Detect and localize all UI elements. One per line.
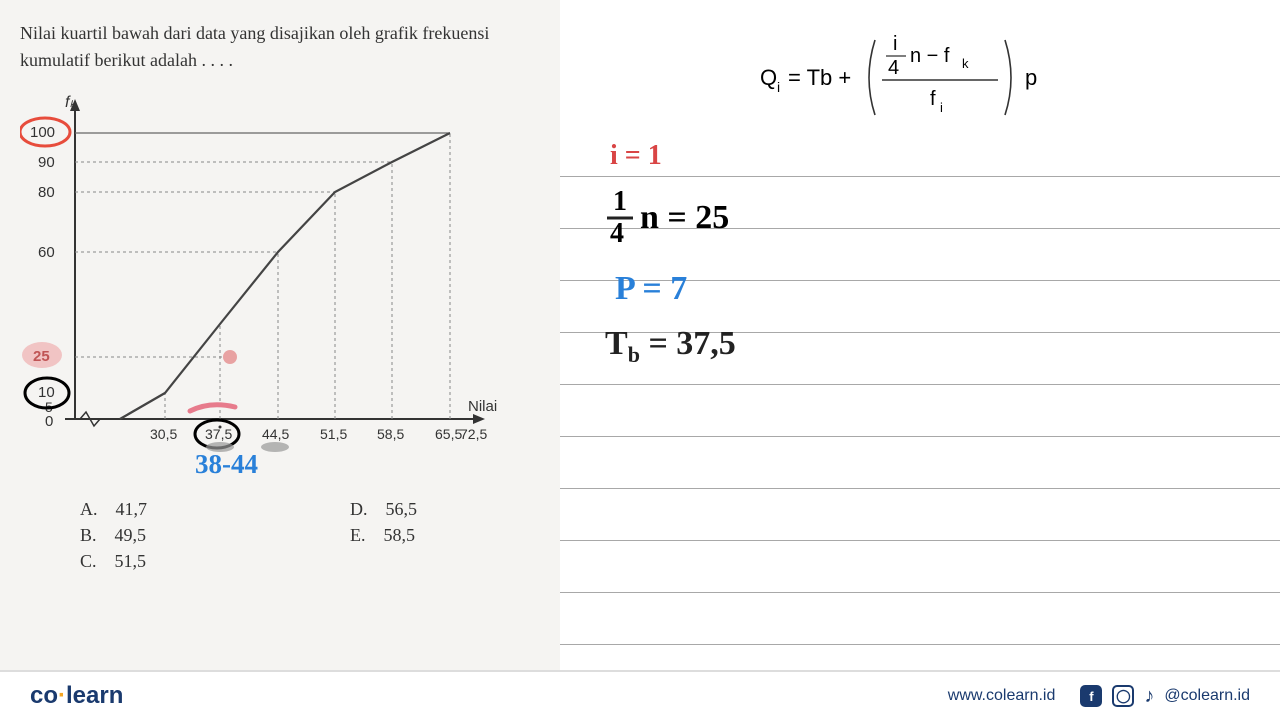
svg-text:= Tb +: = Tb + [788, 65, 851, 90]
question-text: Nilai kuartil bawah dari data yang disaj… [20, 20, 540, 74]
option-b: B.49,5 [80, 525, 270, 546]
instagram-icon[interactable]: ◯ [1112, 685, 1134, 707]
question-panel: Nilai kuartil bawah dari data yang disaj… [0, 0, 560, 670]
quartile-formula: Qi = Tb + i 4 n − fk fi p [600, 30, 1240, 131]
svg-text:0: 0 [45, 413, 53, 430]
svg-text:37,5: 37,5 [205, 426, 232, 442]
svg-text:i: i [893, 33, 897, 55]
svg-text:n − f: n − f [910, 45, 950, 67]
hw-i-1: i = 1 [610, 140, 662, 172]
svg-text:100: 100 [30, 124, 55, 141]
solution-panel: Qi = Tb + i 4 n − fk fi p [560, 0, 1280, 670]
svg-text:25: 25 [33, 348, 50, 365]
pink-arc [190, 405, 235, 411]
svg-text:p: p [1025, 65, 1037, 90]
ogive-line [120, 133, 450, 419]
svg-text:65,5: 65,5 [435, 426, 462, 442]
hw-p-7: P = 7 [615, 270, 687, 308]
svg-text:4: 4 [888, 57, 899, 79]
svg-text:80: 80 [38, 184, 55, 201]
svg-text:Q: Q [760, 65, 777, 90]
svg-text:4: 4 [610, 218, 624, 248]
svg-text:60: 60 [38, 244, 55, 261]
facebook-icon[interactable]: f [1080, 685, 1102, 707]
svg-text:58,5: 58,5 [377, 426, 404, 442]
svg-text:i: i [940, 100, 943, 115]
svg-text:44,5: 44,5 [262, 426, 289, 442]
svg-text:f: f [930, 88, 936, 110]
social-handle: @colearn.id [1164, 687, 1250, 705]
svg-text:30,5: 30,5 [150, 426, 177, 442]
svg-text:90: 90 [38, 154, 55, 171]
footer: co·learn www.colearn.id f ◯ ♪ @colearn.i… [0, 670, 1280, 720]
pink-dot [223, 350, 237, 364]
footer-right: www.colearn.id f ◯ ♪ @colearn.id [948, 685, 1250, 708]
svg-text:i: i [777, 79, 780, 95]
hw-tb: Tb = 37,5 [605, 325, 736, 368]
svg-text:1: 1 [613, 188, 627, 217]
ogive-chart: fₖ 100 90 80 60 25 10 5 0 [20, 89, 500, 469]
website-link[interactable]: www.colearn.id [948, 687, 1056, 705]
option-e: E.58,5 [350, 525, 540, 546]
answer-options: A.41,7 D.56,5 B.49,5 E.58,5 C.51,5 [80, 499, 540, 572]
annotation-38-44: 38-44 [195, 449, 258, 480]
option-d: D.56,5 [350, 499, 540, 520]
tiktok-icon[interactable]: ♪ [1144, 685, 1154, 708]
svg-text:72,5: 72,5 [460, 426, 487, 442]
logo: co·learn [30, 682, 123, 710]
option-a: A.41,7 [80, 499, 270, 520]
hw-quarter-n: 1 4 n = 25 [605, 188, 825, 257]
option-c: C.51,5 [80, 551, 270, 572]
svg-text:k: k [962, 56, 969, 71]
svg-text:Nilai: Nilai [468, 398, 497, 415]
svg-text:n = 25: n = 25 [640, 199, 729, 236]
svg-text:51,5: 51,5 [320, 426, 347, 442]
